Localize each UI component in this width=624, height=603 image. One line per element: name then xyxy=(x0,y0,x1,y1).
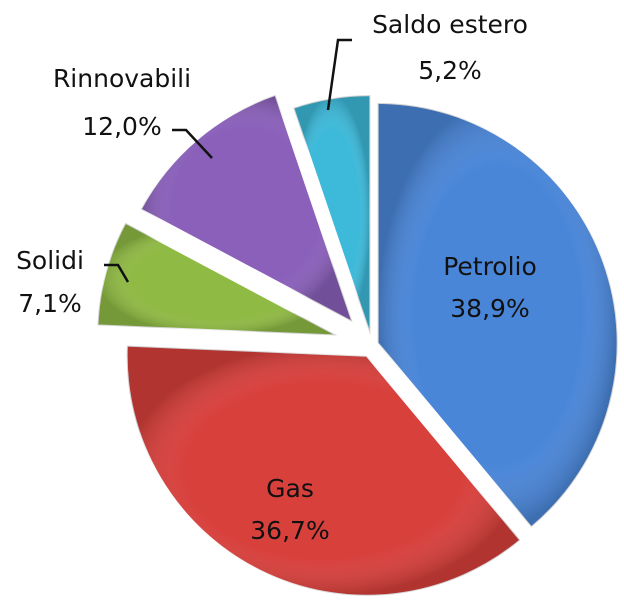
slice-value-label: 38,9% xyxy=(450,294,529,323)
slice-shade xyxy=(126,345,521,596)
slice-shade xyxy=(97,222,338,336)
slice-shade xyxy=(293,95,371,336)
slice-value-label: 5,2% xyxy=(418,56,482,85)
slice-label: Rinnovabili xyxy=(53,64,191,93)
slice-label: Saldo estero xyxy=(372,10,528,39)
slice-value-label: 36,7% xyxy=(250,516,329,545)
leader-line xyxy=(172,128,213,159)
slice-value-label: 12,0% xyxy=(82,112,161,141)
slice-value-label: 7,1% xyxy=(18,289,82,318)
slice-shade xyxy=(377,102,618,528)
slice-shade xyxy=(140,94,353,323)
leader-line xyxy=(326,38,352,111)
slice-label: Solidi xyxy=(16,246,84,275)
slice-label: Petrolio xyxy=(443,252,537,281)
slice-label: Gas xyxy=(266,474,314,503)
leader-line xyxy=(104,263,130,283)
